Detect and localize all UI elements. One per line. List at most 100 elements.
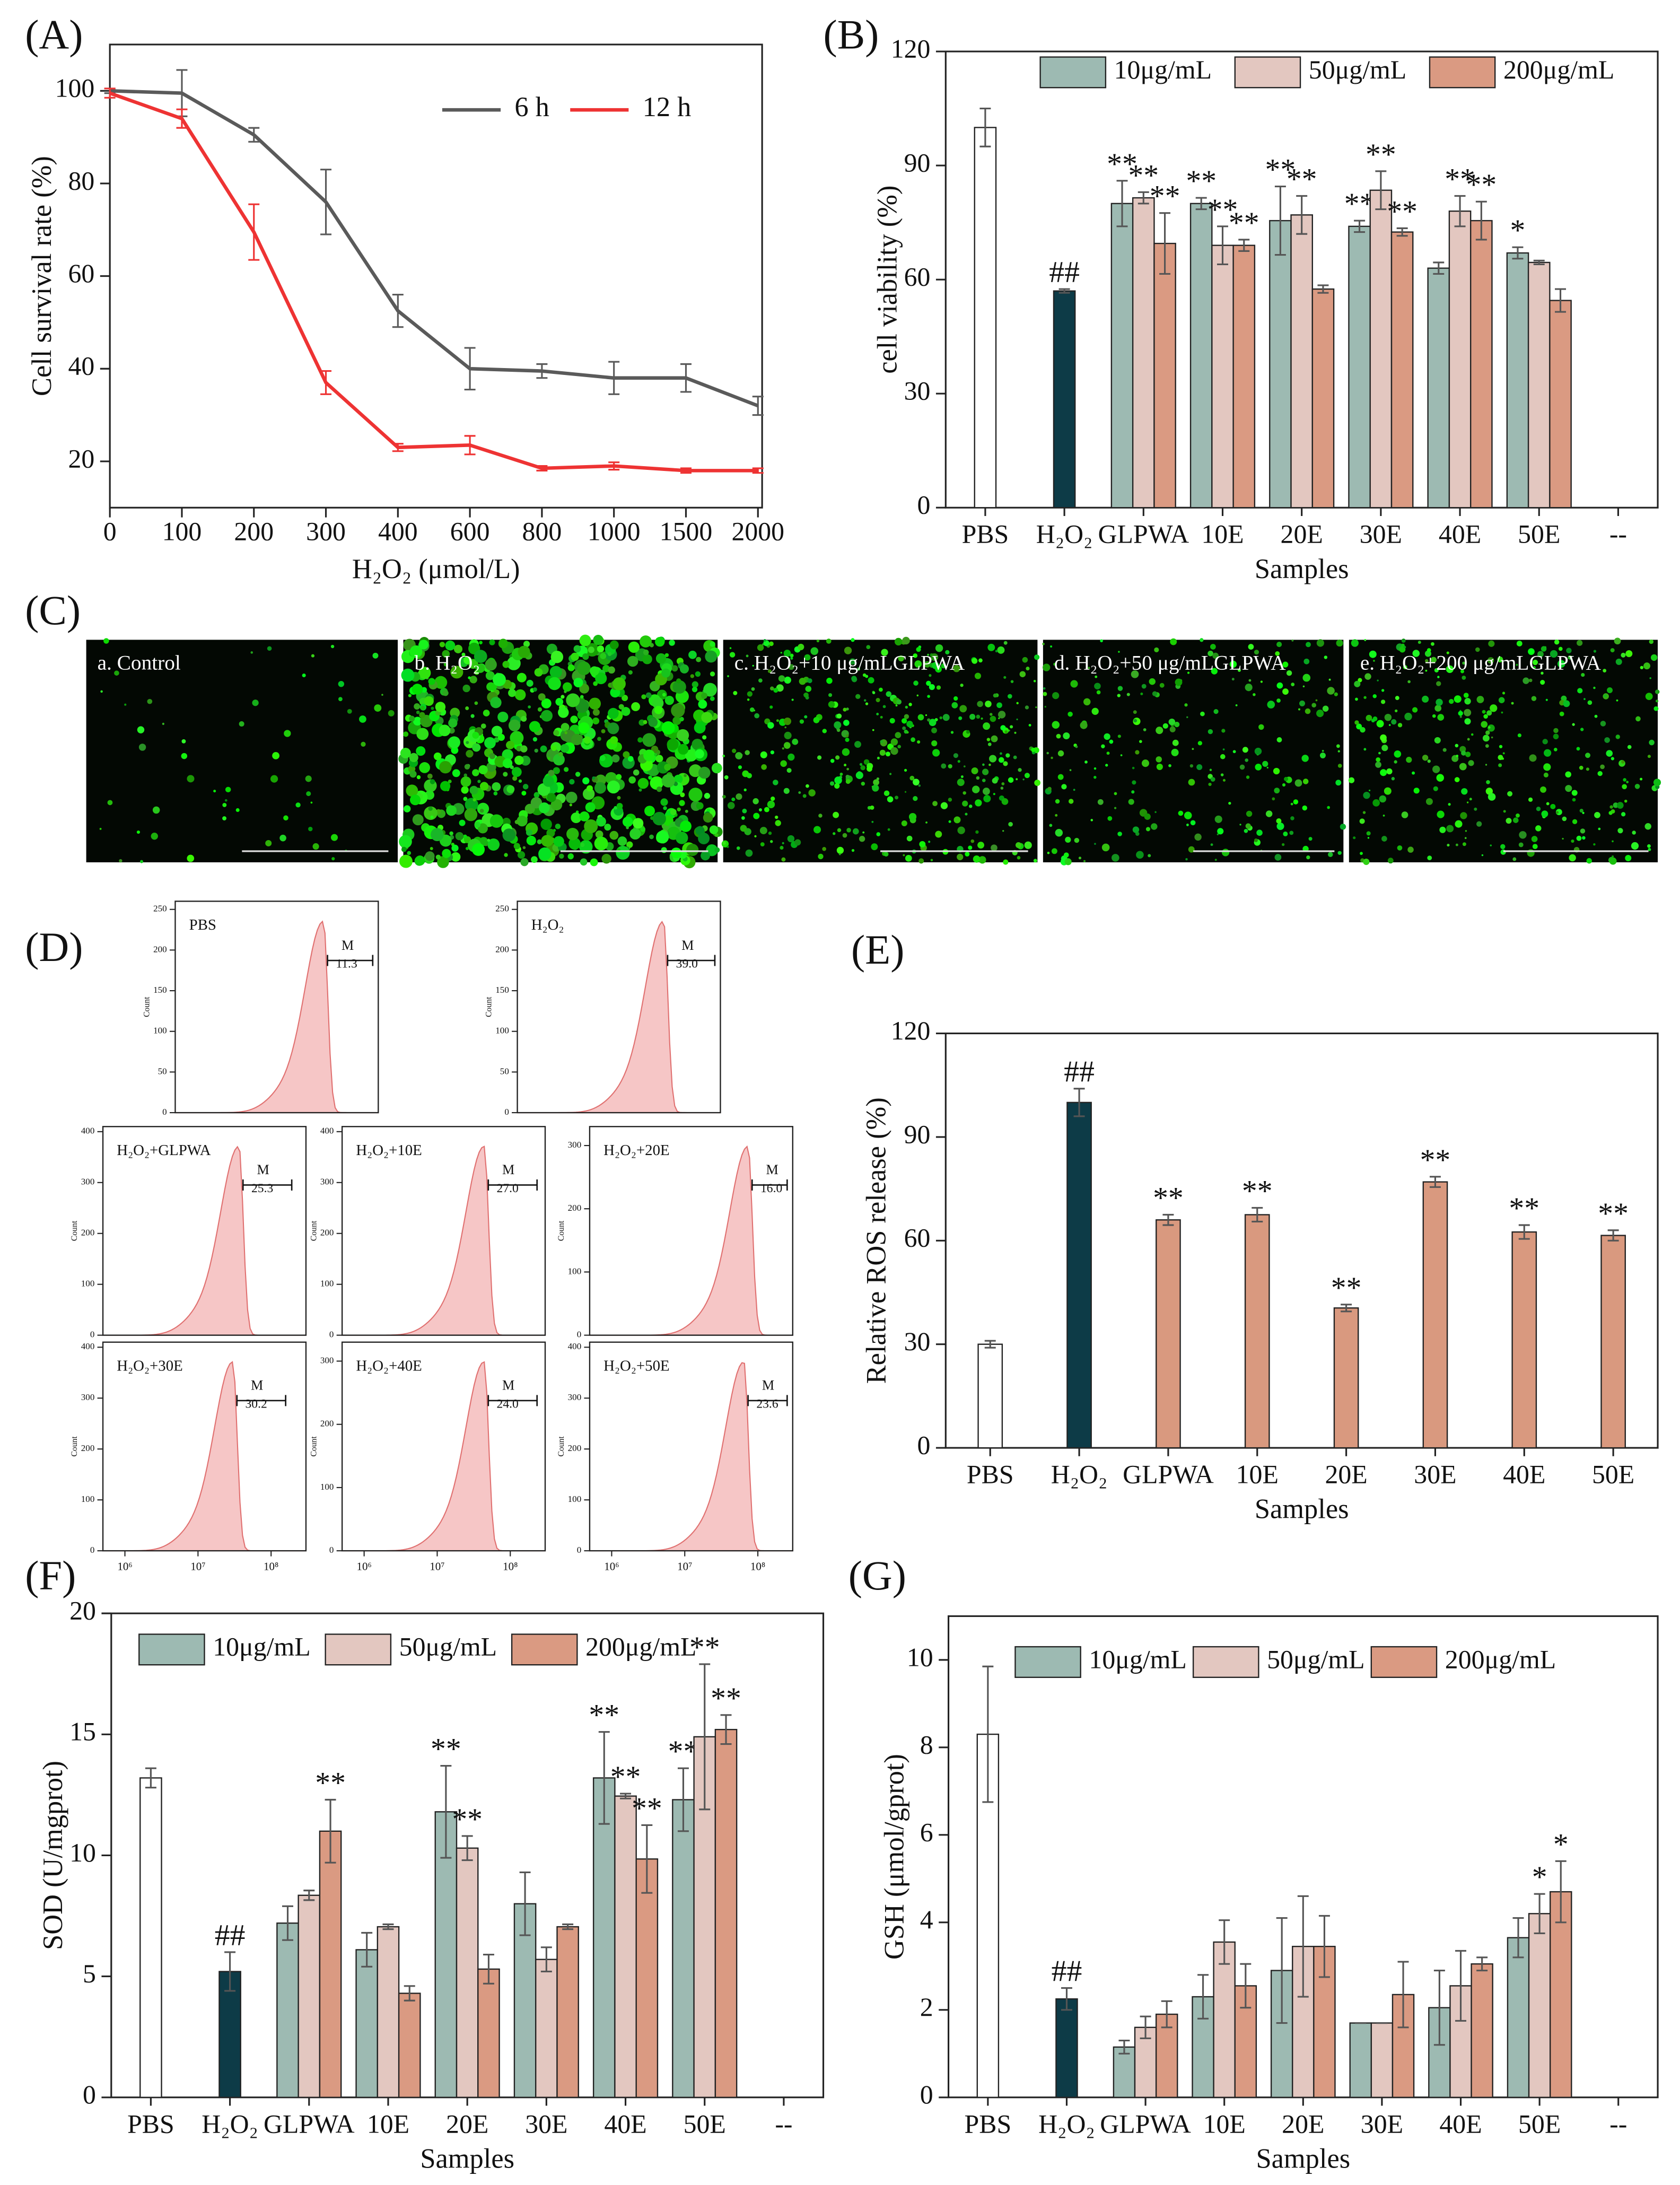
cell-dot bbox=[1174, 721, 1180, 728]
cell-dot bbox=[830, 758, 835, 763]
cell-dot bbox=[1186, 716, 1188, 719]
cell-dot bbox=[1109, 739, 1114, 744]
histogram-frame bbox=[517, 901, 721, 1114]
cell-dot bbox=[187, 775, 195, 783]
cell-dot bbox=[1455, 820, 1463, 828]
cell-dot bbox=[1212, 652, 1219, 659]
cell-dot bbox=[1490, 844, 1492, 846]
cell-dot bbox=[1580, 728, 1584, 731]
cell-dot bbox=[577, 661, 591, 675]
cell-dot bbox=[1276, 698, 1281, 703]
cell-dot bbox=[270, 775, 278, 783]
cell-dot bbox=[1143, 728, 1147, 731]
cell-dot bbox=[609, 831, 619, 840]
cell-dot bbox=[1213, 709, 1219, 714]
cell-dot bbox=[1035, 706, 1037, 709]
cell-dot bbox=[1437, 676, 1440, 678]
cell-dot bbox=[1075, 745, 1078, 748]
y-tick-label: 60 bbox=[904, 263, 931, 292]
cell-dot bbox=[1397, 723, 1403, 728]
cell-dot bbox=[1647, 844, 1651, 848]
cell-dot bbox=[960, 775, 964, 779]
cell-dot bbox=[225, 786, 231, 793]
cell-dot bbox=[283, 815, 288, 821]
cell-dot bbox=[1159, 683, 1165, 688]
cell-dot bbox=[1531, 696, 1537, 701]
cell-dot bbox=[928, 841, 931, 843]
gate-label: M bbox=[681, 938, 694, 953]
cell-dot bbox=[663, 806, 667, 810]
y-tick-label: 20 bbox=[68, 444, 95, 473]
cell-dot bbox=[986, 738, 991, 741]
cell-dot bbox=[1404, 712, 1412, 721]
significance-label: ** bbox=[1420, 1143, 1451, 1177]
cell-dot bbox=[876, 712, 879, 715]
y-tick-label: 100 bbox=[495, 1026, 509, 1036]
cell-dot bbox=[885, 751, 890, 757]
cell-dot bbox=[1647, 755, 1651, 758]
cell-dot bbox=[962, 791, 966, 795]
gate-value: 27.0 bbox=[497, 1182, 519, 1195]
cell-dot bbox=[1388, 724, 1391, 726]
cell-dot bbox=[1118, 651, 1120, 653]
cell-dot bbox=[703, 812, 713, 823]
y-tick-label: 30 bbox=[904, 1327, 931, 1356]
x-tick-label: 50E bbox=[684, 2109, 726, 2138]
cell-dot bbox=[573, 645, 581, 653]
cell-dot bbox=[1497, 657, 1503, 662]
legend-swatch bbox=[1192, 1646, 1259, 1678]
cell-dot bbox=[310, 801, 313, 804]
cell-dot bbox=[489, 814, 504, 828]
cell-dot bbox=[863, 759, 870, 765]
cell-dot bbox=[1559, 711, 1564, 716]
cell-dot bbox=[1290, 816, 1294, 820]
cell-dot bbox=[1186, 824, 1189, 826]
cell-dot bbox=[487, 838, 491, 842]
cell-dot bbox=[1649, 677, 1651, 679]
y-axis-label: Relative ROS release (%) bbox=[861, 1097, 891, 1384]
panel-label: (D) bbox=[25, 924, 83, 971]
histogram-frame bbox=[341, 1126, 546, 1336]
y-tick-label: 200 bbox=[495, 944, 509, 954]
cell-dot bbox=[489, 683, 497, 691]
cell-dot bbox=[669, 640, 675, 646]
error-bar bbox=[1195, 197, 1207, 211]
cell-dot bbox=[940, 802, 948, 809]
cell-dot bbox=[474, 821, 481, 828]
cell-dot bbox=[972, 658, 978, 664]
cell-dot bbox=[1535, 825, 1542, 832]
cell-dot bbox=[839, 772, 843, 776]
x-tick-label: 400 bbox=[378, 517, 418, 546]
y-tick-label: 120 bbox=[891, 34, 931, 63]
cell-dot bbox=[822, 847, 826, 851]
cell-dot bbox=[1256, 829, 1263, 836]
cell-dot bbox=[963, 765, 966, 768]
cell-dot bbox=[181, 739, 186, 744]
cell-dot bbox=[924, 661, 931, 668]
cell-dot bbox=[1131, 790, 1135, 794]
x-tick-label: H₂O₂ bbox=[1051, 1460, 1108, 1489]
cell-dot bbox=[1324, 656, 1328, 659]
cell-dot bbox=[780, 760, 787, 767]
cell-dot bbox=[1302, 805, 1308, 811]
cell-dot bbox=[502, 661, 510, 668]
x-axis-label: Samples bbox=[1256, 2143, 1350, 2174]
cell-dot bbox=[965, 852, 970, 857]
cell-dot bbox=[459, 819, 466, 826]
cell-dot bbox=[607, 722, 619, 735]
cell-dot bbox=[468, 676, 471, 679]
cell-dot bbox=[1005, 753, 1010, 758]
bar bbox=[1527, 261, 1551, 509]
cell-dot bbox=[805, 696, 809, 700]
cell-dot bbox=[1459, 763, 1467, 771]
error-bar bbox=[392, 293, 404, 328]
cell-dot bbox=[593, 681, 598, 686]
cell-dot bbox=[1625, 650, 1633, 658]
cell-dot bbox=[953, 816, 961, 824]
cell-dot bbox=[1246, 775, 1250, 779]
cell-dot bbox=[968, 845, 973, 850]
significance-label: ** bbox=[315, 1767, 346, 1800]
cell-dot bbox=[463, 656, 472, 665]
cell-dot bbox=[1532, 844, 1538, 850]
